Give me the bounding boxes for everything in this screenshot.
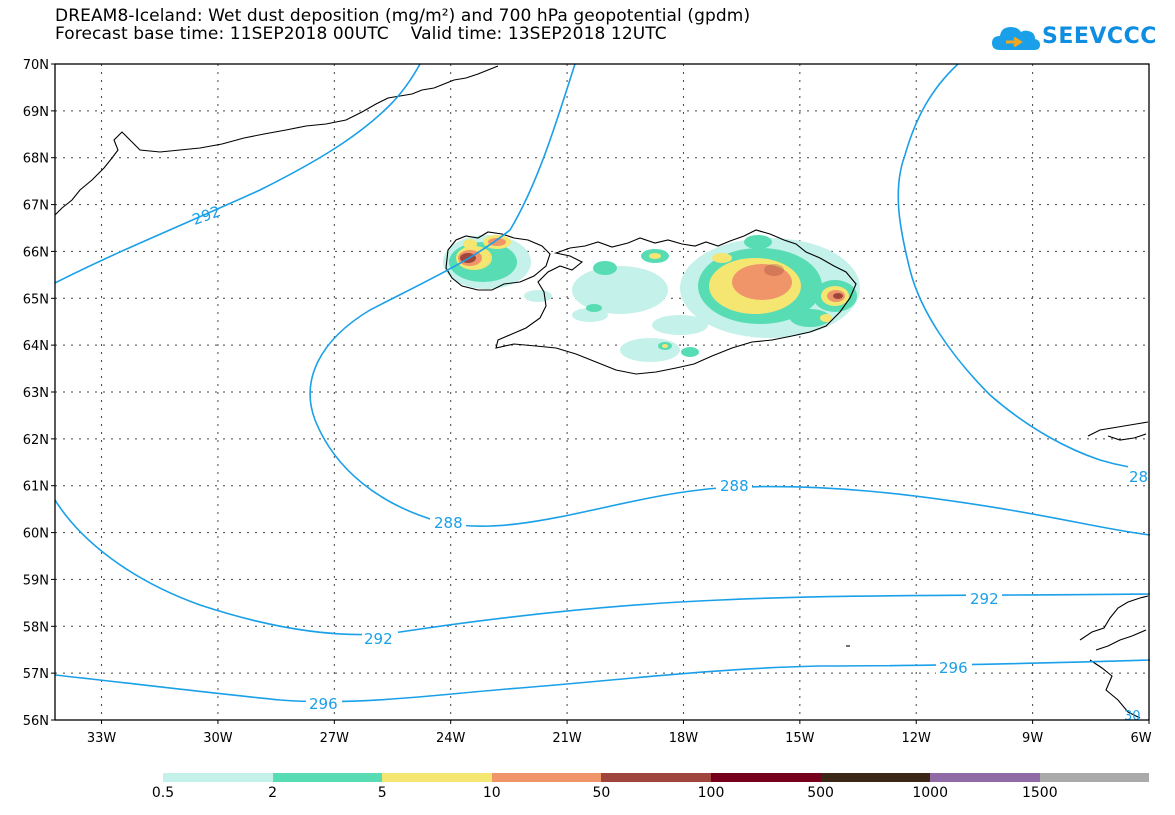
colorbar-swatch <box>820 773 931 782</box>
colorbar-swatch <box>930 773 1040 782</box>
colorbar-label: 2 <box>268 785 278 801</box>
coastlines <box>54 65 1149 719</box>
cloud-icon <box>992 27 1040 50</box>
colorbar-label: 10 <box>482 785 501 801</box>
latitude-label: 64N <box>23 339 49 354</box>
contour-label: 28 <box>1129 468 1148 486</box>
longitude-label: 24W <box>436 731 466 746</box>
latitude-label: 70N <box>23 58 49 73</box>
longitude-label: 27W <box>320 731 350 746</box>
contour-label: 288 <box>720 477 749 495</box>
contour-label-group: 292 288 288 292 292 296 296 28 30 <box>190 202 1150 724</box>
latitude-label: 60N <box>23 527 49 542</box>
colorbar-label: 500 <box>807 785 834 801</box>
latitude-label: 59N <box>23 573 49 588</box>
contour-label: 296 <box>939 659 968 677</box>
contour-label: 288 <box>434 514 463 532</box>
colorbar-swatch <box>710 773 821 782</box>
longitude-label: 15W <box>785 731 815 746</box>
contour-label: 292 <box>970 590 999 608</box>
map-title: DREAM8-Iceland: Wet dust deposition (mg/… <box>55 6 751 26</box>
colorbar-swatch <box>272 773 383 782</box>
latitude-label: 57N <box>23 667 49 682</box>
latitude-labels: 70N 69N 68N 67N 66N 65N 64N 63N 62N 61N 60N 59N 58N 5… <box>23 58 49 729</box>
axis-ticks <box>51 63 1150 724</box>
colorbar-label: 100 <box>697 785 725 801</box>
longitude-label: 21W <box>552 731 582 746</box>
latitude-label: 67N <box>23 199 49 214</box>
longitude-label: 33W <box>87 731 117 746</box>
colorbar-swatch <box>382 773 492 782</box>
latitude-label: 58N <box>23 620 49 635</box>
colorbar-swatch <box>163 773 273 782</box>
grid-lines <box>55 64 1149 720</box>
latitude-label: 69N <box>23 105 49 120</box>
contour-label: 292 <box>364 630 393 648</box>
latitude-label: 65N <box>23 292 49 307</box>
dust-deposition-fields <box>443 235 860 362</box>
longitude-labels: 33W 30W 27W 24W 21W 18W 15W 12W 9W 6W <box>87 731 1152 746</box>
longitude-label: 18W <box>669 731 699 746</box>
colorbar-swatch <box>491 773 602 782</box>
latitude-label: 61N <box>23 480 49 495</box>
contour-label: 296 <box>309 695 338 713</box>
longitude-label: 9W <box>1022 731 1043 746</box>
colorbar-label: 50 <box>592 785 611 801</box>
longitude-label: 30W <box>203 731 233 746</box>
colorbar-swatch <box>1039 773 1150 782</box>
logo-text: SEEVCCC <box>1042 24 1157 49</box>
latitude-label: 56N <box>23 714 49 729</box>
colorbar-label: 0.5 <box>151 785 175 801</box>
colorbar <box>163 773 1150 782</box>
latitude-label: 63N <box>23 386 49 401</box>
latitude-label: 66N <box>23 245 49 260</box>
map-subtitle: Forecast base time: 11SEP2018 00UTC Vali… <box>55 24 667 44</box>
latitude-label: 62N <box>23 433 49 448</box>
colorbar-label: 1500 <box>1021 785 1058 801</box>
longitude-label: 6W <box>1130 731 1151 746</box>
contour-label: 30 <box>1124 709 1141 724</box>
latitude-label: 68N <box>23 152 49 167</box>
colorbar-label: 5 <box>377 785 387 801</box>
colorbar-label: 1000 <box>912 785 949 801</box>
seevccc-logo: SEEVCCC <box>992 20 1156 58</box>
geopotential-contours <box>54 63 1151 703</box>
colorbar-swatch <box>601 773 711 782</box>
longitude-label: 12W <box>902 731 932 746</box>
